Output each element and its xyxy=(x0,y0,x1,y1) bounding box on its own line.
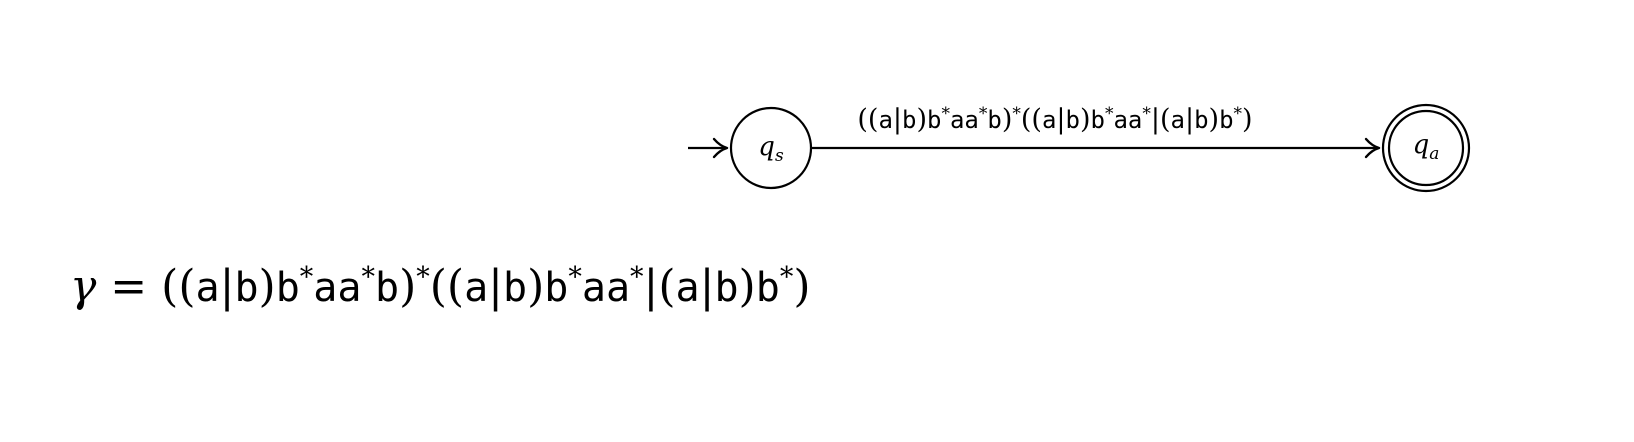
equation-expression-segment: ) xyxy=(739,261,756,312)
equation-expression-segment: b xyxy=(234,265,258,311)
accept-state-inner-circle xyxy=(1387,109,1465,187)
transition-label-segment: (( xyxy=(857,104,878,135)
transition-label-segment: * xyxy=(1012,104,1021,124)
equation-expression-segment: aa xyxy=(582,265,630,311)
transition-label-segment: b xyxy=(1219,106,1233,134)
equation-expression-segment: * xyxy=(361,262,375,293)
equation-expression-segment: b xyxy=(375,265,399,311)
equation-expression-segment: b xyxy=(756,265,780,311)
equation-expression-segment: (( xyxy=(430,261,464,312)
transition-label-segment: a xyxy=(878,106,892,134)
equation-expression-segment: ) xyxy=(399,261,416,312)
equation-expression-segment: a xyxy=(196,265,220,311)
equation-text: γ = ((a|b)b*aa*b)*((a|b)b*aa*|(a|b)b*) xyxy=(70,261,810,312)
transition-label-segment: aa xyxy=(950,106,979,134)
transition-label-segment: aa xyxy=(1113,106,1142,134)
transition-label-segment: b xyxy=(927,106,941,134)
transition-label-segment: | xyxy=(1056,104,1065,135)
accept-state: qa xyxy=(1381,103,1471,193)
accept-state-label-main: q xyxy=(1413,130,1430,160)
transition-label-segment: * xyxy=(979,104,988,124)
equation-expression-segment: b xyxy=(714,265,738,311)
equation-expression-segment: ) xyxy=(527,261,544,312)
equation-expression-segment: ) xyxy=(793,261,810,312)
transition-label-segment: (( xyxy=(1021,104,1042,135)
transition-edge: ((a|b)b*aa*b)*((a|b)b*aa*|(a|b)b*) xyxy=(811,104,1381,159)
start-state: qs xyxy=(729,106,813,190)
equation-expression-segment: a xyxy=(676,265,700,311)
equation-expression-segment: b xyxy=(276,265,300,311)
equation-expression-segment: b xyxy=(544,265,568,311)
equation-expression-segment: * xyxy=(416,262,430,293)
transition-label-segment: | xyxy=(893,104,902,135)
transition-label-segment: * xyxy=(1105,104,1114,124)
start-state-label: qs xyxy=(758,132,784,166)
transition-label-segment: b xyxy=(902,106,916,134)
transition-label-segment: b xyxy=(1066,106,1080,134)
equation-expression-segment: aa xyxy=(313,265,361,311)
transition-label-segment: ) xyxy=(1080,104,1091,135)
transition-label-segment: a xyxy=(1042,106,1056,134)
transition-label-segment: ) xyxy=(916,104,927,135)
equation-expression-segment: (( xyxy=(161,261,195,312)
transition-arrow-head xyxy=(1364,137,1381,159)
initial-arrow xyxy=(688,137,729,159)
equation-expression-segment: |( xyxy=(644,261,676,312)
initial-arrow-head xyxy=(712,137,729,159)
equation-expression-segment: * xyxy=(630,262,644,293)
equation-expression-segment: a xyxy=(464,265,488,311)
equation-expression-segment: | xyxy=(488,261,503,312)
transition-label-segment: * xyxy=(1142,104,1151,124)
equation-expression: ((a|b)b*aa*b)*((a|b)b*aa*|(a|b)b*) xyxy=(161,261,810,312)
equation: γ = ((a|b)b*aa*b)*((a|b)b*aa*|(a|b)b*) xyxy=(70,261,810,312)
accept-state-label: qa xyxy=(1413,130,1440,164)
equation-lhs: γ xyxy=(70,261,97,312)
transition-label: ((a|b)b*aa*b)*((a|b)b*aa*|(a|b)b*) xyxy=(857,104,1252,135)
transition-label-segment: b xyxy=(1194,106,1208,134)
start-state-label-main: q xyxy=(758,132,775,162)
transition-label-segment: | xyxy=(1185,104,1194,135)
equation-expression-segment: | xyxy=(220,261,235,312)
transition-label-segment: ) xyxy=(1209,104,1220,135)
transition-label-segment: * xyxy=(1234,104,1243,124)
transition-label-segment: * xyxy=(941,104,950,124)
transition-label-segment: ) xyxy=(1002,104,1013,135)
equation-expression-segment: | xyxy=(700,261,715,312)
equation-expression-segment: * xyxy=(568,262,582,293)
accept-state-label-sub: a xyxy=(1429,144,1439,164)
start-state-label-sub: s xyxy=(775,146,784,166)
transition-label-segment: b xyxy=(1091,106,1105,134)
transition-label-segment: a xyxy=(1171,106,1185,134)
equation-expression-segment: ) xyxy=(259,261,276,312)
transition-label-segment: ) xyxy=(1242,104,1253,135)
equation-equals: = xyxy=(110,261,147,312)
equation-expression-segment: * xyxy=(780,262,794,293)
transition-label-segment: |( xyxy=(1151,104,1171,135)
equation-expression-segment: b xyxy=(503,265,527,311)
equation-expression-segment: * xyxy=(300,262,314,293)
transition-label-segment: b xyxy=(987,106,1001,134)
